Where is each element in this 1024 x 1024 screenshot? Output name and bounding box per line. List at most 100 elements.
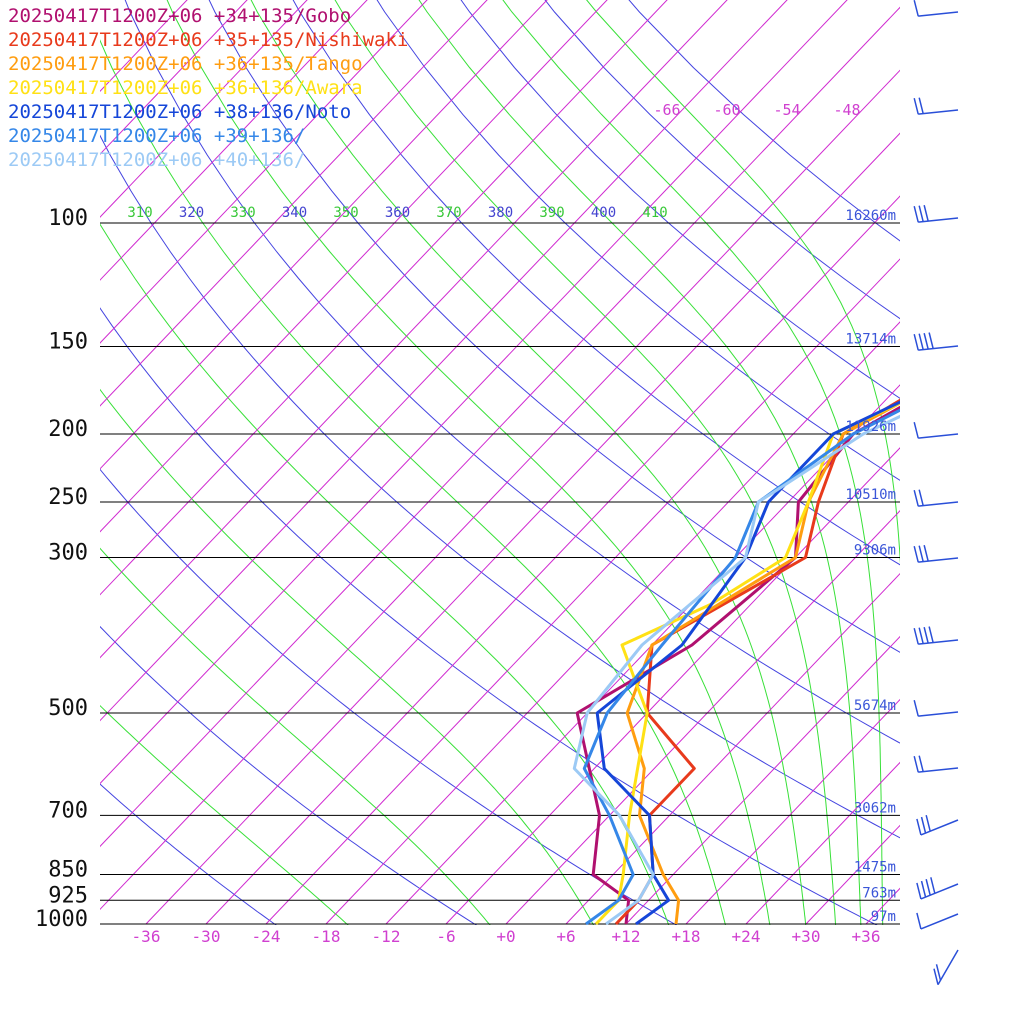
height-label: 5674m bbox=[854, 698, 896, 714]
wind-barb-flag bbox=[913, 421, 919, 439]
isotherm-line bbox=[100, 0, 488, 407]
isotherm-line bbox=[100, 0, 248, 155]
theta-label: 410 bbox=[642, 205, 667, 221]
height-label: 1475m bbox=[854, 860, 896, 876]
height-label: 10510m bbox=[845, 487, 896, 503]
wind-barb-flag bbox=[920, 816, 927, 834]
chart-legend: 20250417T1200Z+06 +34+135/Gobo 20250417T1… bbox=[8, 4, 408, 172]
pressure-tick-label: 100 bbox=[48, 206, 88, 231]
wind-barbs bbox=[913, 0, 959, 986]
pressure-tick-label: 300 bbox=[48, 540, 88, 565]
temperature-tick-label: +30 bbox=[792, 927, 821, 946]
wind-barb-flag bbox=[913, 699, 919, 717]
moist-adiabat-line bbox=[100, 39, 726, 925]
height-label: 13714m bbox=[845, 331, 896, 347]
series-line bbox=[595, 400, 900, 925]
wind-barb-flag bbox=[923, 204, 929, 222]
wind-barb bbox=[913, 755, 959, 773]
height-label: 11926m bbox=[845, 419, 896, 435]
pressure-tick-label: 200 bbox=[48, 417, 88, 442]
isotherm-line bbox=[565, 572, 900, 925]
wind-barb-staff bbox=[918, 217, 959, 223]
theta-label: 390 bbox=[539, 205, 564, 221]
wind-barb-flag bbox=[935, 964, 942, 981]
pressure-tick-label: 250 bbox=[48, 485, 88, 510]
wind-barb bbox=[913, 0, 959, 17]
legend-entry: 20250417T1200Z+06 +40+136/ bbox=[8, 149, 306, 171]
dry-adiabat-line bbox=[292, 0, 900, 566]
isotherm-line bbox=[385, 384, 900, 925]
theta-label: 360 bbox=[385, 205, 410, 221]
wind-barb-flag bbox=[913, 97, 919, 115]
pressure-tick-label: 1000 bbox=[35, 907, 88, 932]
temperature-tick-label: -36 bbox=[132, 927, 161, 946]
moist-adiabat-line bbox=[166, 0, 771, 925]
upper-temperature-label: -60 bbox=[713, 101, 740, 119]
wind-barb-flag bbox=[928, 626, 934, 643]
theta-label: 400 bbox=[591, 205, 616, 221]
wind-barb-flag bbox=[918, 755, 924, 772]
pressure-tick-label: 150 bbox=[48, 329, 88, 354]
moist-adiabat-line bbox=[100, 388, 595, 925]
legend-entry: 20250417T1200Z+06 +39+136/ bbox=[8, 125, 306, 147]
temperature-tick-label: -24 bbox=[252, 927, 281, 946]
wind-barb-flag bbox=[913, 545, 919, 563]
wind-barb bbox=[916, 912, 959, 930]
wind-barb-flag bbox=[916, 882, 922, 900]
wind-barb-flag bbox=[923, 332, 929, 350]
legend-entry: 20250417T1200Z+06 +34+135/Gobo bbox=[8, 5, 352, 27]
wind-barb-flag bbox=[923, 544, 929, 562]
wind-barb bbox=[913, 544, 959, 563]
isotherm-line bbox=[625, 635, 900, 925]
isotherm-line bbox=[745, 761, 900, 925]
dry-adiabat-line bbox=[460, 0, 900, 399]
wind-barb-staff bbox=[918, 109, 959, 115]
moist-adiabat-line bbox=[418, 0, 862, 925]
theta-label: 370 bbox=[436, 205, 461, 221]
isotherm-line bbox=[685, 698, 900, 925]
height-label: 97m bbox=[871, 909, 896, 925]
wind-barb bbox=[913, 332, 959, 351]
dry-adiabat-line bbox=[124, 0, 900, 744]
wind-barb bbox=[916, 877, 959, 900]
wind-barb-flag bbox=[913, 205, 919, 223]
wind-barb-flag bbox=[933, 968, 939, 985]
wind-barb bbox=[933, 949, 959, 986]
isotherm-line bbox=[100, 0, 428, 344]
wind-barb-staff bbox=[920, 819, 959, 836]
wind-barb-staff bbox=[920, 913, 959, 930]
wind-barb-staff bbox=[918, 501, 959, 507]
isotherm-line bbox=[805, 824, 900, 925]
moist-adiabat-line bbox=[100, 223, 670, 925]
wind-barb bbox=[913, 97, 959, 115]
legend-entry: 20250417T1200Z+06 +36+136/Awara bbox=[8, 77, 363, 99]
temperature-tick-label: +12 bbox=[612, 927, 641, 946]
dry-adiabat-line bbox=[100, 134, 900, 839]
upper-temperature-label: -48 bbox=[833, 101, 860, 119]
theta-label: 350 bbox=[333, 205, 358, 221]
dry-adiabat-line bbox=[208, 0, 900, 653]
pressure-tick-label: 700 bbox=[48, 798, 88, 823]
moist-adiabat-line bbox=[334, 0, 837, 925]
dry-adiabat-line bbox=[100, 625, 478, 925]
isotherm-line bbox=[445, 447, 900, 925]
wind-barb-staff bbox=[920, 883, 959, 900]
temperature-tick-label: +0 bbox=[496, 927, 515, 946]
wind-barb-flag bbox=[925, 879, 931, 896]
moist-adiabat-line bbox=[100, 547, 491, 925]
pressure-tick-label: 500 bbox=[48, 696, 88, 721]
moist-adiabats bbox=[100, 0, 900, 925]
isotherm-line bbox=[986, 0, 1024, 924]
wind-barb-flag bbox=[918, 627, 924, 644]
moist-adiabat-line bbox=[586, 0, 900, 565]
theta-label: 380 bbox=[488, 205, 513, 221]
wind-barb-flag bbox=[928, 332, 934, 349]
wind-barb bbox=[913, 699, 959, 717]
wind-barb-flag bbox=[918, 97, 924, 114]
wind-barb-staff bbox=[918, 557, 959, 563]
dry-adiabat-line bbox=[376, 0, 900, 481]
height-label: 763m bbox=[862, 885, 896, 901]
wind-barb-flag bbox=[913, 489, 919, 507]
wind-barb bbox=[913, 489, 959, 507]
